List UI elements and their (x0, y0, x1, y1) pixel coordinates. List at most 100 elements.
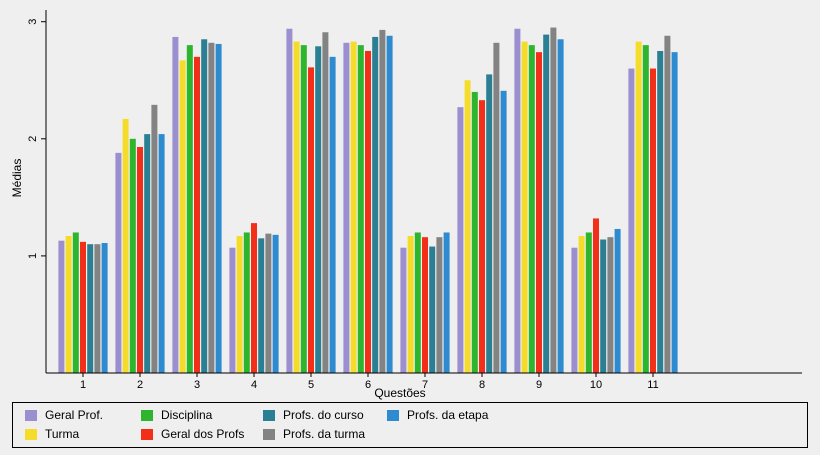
bar-q11-series-5 (657, 50, 664, 373)
bar-q11-series-2 (635, 41, 642, 374)
bar-q1-series-1 (58, 240, 65, 373)
legend-swatch (25, 428, 37, 440)
bar-q10-series-3 (585, 232, 592, 373)
bar-q7-series-6 (436, 237, 443, 373)
bar-q8-series-1 (457, 107, 464, 373)
x-tick-label: 10 (590, 379, 602, 391)
bar-q7-series-7 (443, 232, 450, 373)
x-tick-label: 5 (308, 379, 314, 391)
bar-q4-series-2 (236, 236, 243, 373)
bar-q7-series-4 (422, 237, 428, 373)
bar-q4-series-7 (272, 234, 279, 373)
bar-q10-series-1 (571, 247, 578, 373)
bar-q3-series-6 (208, 42, 215, 373)
bar-q5-series-2 (293, 41, 300, 374)
bar-q8-series-7 (500, 90, 507, 374)
bar-q7-series-5 (429, 246, 436, 373)
bar-q10-series-4 (593, 218, 599, 373)
bar-q1-series-5 (87, 244, 94, 373)
bar-q2-series-6 (151, 104, 158, 373)
bar-q8-series-4 (479, 100, 485, 373)
bar-q11-series-3 (642, 45, 649, 373)
bar-q8-series-6 (493, 42, 500, 373)
legend-swatch (263, 428, 275, 440)
bar-q3-series-4 (194, 56, 200, 374)
legend-swatch (141, 428, 153, 440)
bar-q2-series-7 (158, 134, 165, 373)
bar-q7-series-1 (400, 247, 407, 373)
legend-item: Geral Prof. (25, 407, 103, 423)
legend-swatch (25, 409, 37, 421)
legend-label: Disciplina (161, 408, 213, 422)
bar-q2-series-2 (122, 118, 129, 374)
bar-q1-series-3 (72, 232, 79, 373)
x-tick-label: 6 (365, 379, 371, 391)
bar-q1-series-4 (80, 241, 86, 373)
legend-label: Geral Prof. (45, 408, 104, 422)
bar-q3-series-5 (201, 39, 208, 374)
bar-q3-series-1 (172, 36, 179, 374)
bar-q5-series-4 (308, 67, 314, 373)
x-axis-title: Questões (374, 386, 425, 400)
y-ticks-group: 1 2 3 (27, 19, 46, 259)
bar-q9-series-7 (557, 39, 564, 374)
bar-q8-series-3 (471, 91, 478, 373)
bar-q5-series-3 (300, 45, 307, 373)
bar-q6-series-1 (343, 42, 350, 373)
legend-label: Turma (45, 427, 80, 441)
y-tick-label: 1 (27, 253, 39, 259)
chart-area: 1 2 3 1 2 3 4 5 6 7 8 9 10 11 Questões Médias (10, 10, 802, 400)
bar-q11-series-7 (671, 52, 678, 374)
bar-q11-series-4 (650, 68, 656, 374)
bar-q6-series-4 (365, 50, 371, 373)
bar-q4-series-1 (229, 247, 236, 373)
bar-q6-series-3 (357, 45, 364, 373)
x-tick-label: 1 (80, 379, 86, 391)
y-tick-label: 2 (27, 136, 39, 142)
bar-q3-series-3 (186, 45, 193, 373)
legend-item: Turma (25, 426, 79, 442)
legend-item: Geral dos Profs (141, 426, 244, 442)
bar-q8-series-2 (464, 80, 471, 373)
bar-q5-series-1 (286, 28, 293, 374)
bar-q6-series-5 (372, 36, 379, 374)
bar-q9-series-5 (543, 34, 550, 374)
bar-chart: 1 2 3 1 2 3 4 5 6 7 8 9 10 11 Questões Médias (10, 10, 802, 400)
x-tick-label: 11 (647, 379, 658, 391)
x-tick-label: 9 (536, 379, 542, 391)
bar-q2-series-5 (144, 134, 151, 373)
bar-q9-series-4 (536, 52, 542, 374)
bar-q2-series-4 (137, 147, 143, 373)
bar-q2-series-1 (115, 152, 122, 373)
x-tick-label: 2 (137, 379, 143, 391)
bar-q10-series-7 (614, 228, 621, 373)
bar-q4-series-5 (258, 238, 265, 373)
bar-q1-series-2 (65, 236, 72, 373)
x-tick-label: 4 (251, 379, 257, 391)
bar-q9-series-2 (521, 41, 528, 374)
legend-label: Profs. do curso (283, 408, 364, 422)
bar-q1-series-6 (94, 244, 101, 373)
legend-item: Disciplina (141, 407, 212, 423)
y-tick-label: 3 (27, 19, 39, 25)
legend-item: Profs. da turma (263, 426, 365, 442)
y-axis-title: Médias (10, 159, 24, 198)
bar-q3-series-7 (215, 43, 222, 374)
x-tick-label: 3 (194, 379, 200, 391)
x-tick-label: 8 (479, 379, 485, 391)
legend-label: Profs. da etapa (407, 408, 489, 422)
bar-q11-series-6 (664, 35, 671, 373)
legend-label: Profs. da turma (283, 427, 366, 441)
bar-q11-series-1 (628, 68, 635, 374)
bar-q9-series-1 (514, 28, 521, 374)
bar-q5-series-7 (329, 56, 336, 374)
legend-label: Geral dos Profs (161, 427, 245, 441)
bar-q10-series-6 (607, 237, 614, 373)
bar-q3-series-2 (179, 60, 186, 373)
bars-group (58, 27, 678, 374)
bar-q4-series-6 (265, 233, 272, 373)
legend-swatch (387, 409, 399, 421)
legend-item: Profs. da etapa (387, 407, 488, 423)
bar-q5-series-5 (315, 46, 322, 374)
bar-q10-series-5 (600, 239, 607, 373)
